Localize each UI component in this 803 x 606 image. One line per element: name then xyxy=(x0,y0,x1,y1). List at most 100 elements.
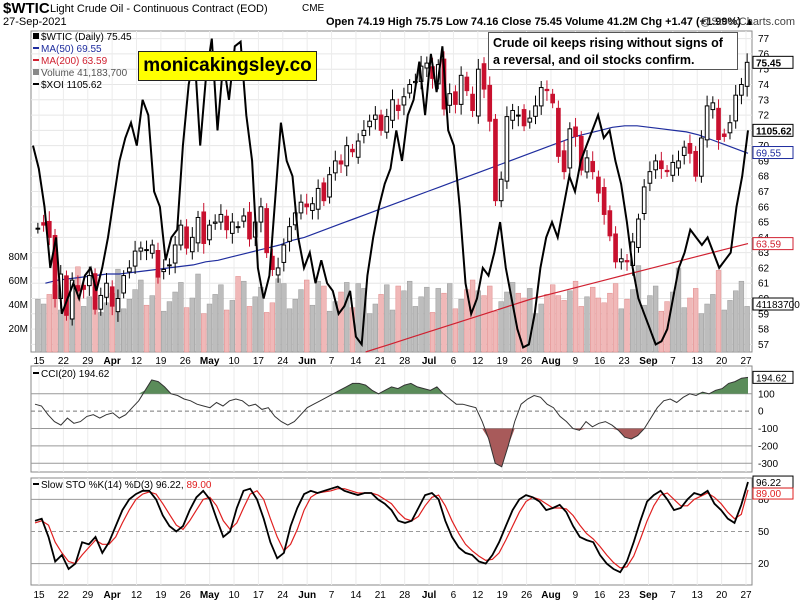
volume-bar xyxy=(670,291,676,353)
right-value-label: 75.45 xyxy=(756,58,781,69)
volume-bar xyxy=(418,296,424,353)
legend-ma200: MA(200) 63.59 xyxy=(33,56,132,68)
candle-body xyxy=(115,298,121,313)
candle-body xyxy=(590,161,596,173)
candle-body xyxy=(464,76,470,92)
candle-body xyxy=(624,260,630,263)
candle-body xyxy=(739,84,744,96)
x-tick-label-bottom: Jun xyxy=(298,590,316,601)
x-tick-label: 7 xyxy=(329,356,335,367)
volume-bar xyxy=(435,288,441,353)
volume-bar xyxy=(326,310,333,353)
price-y-tick-label: 65 xyxy=(758,218,770,229)
volume-bar xyxy=(98,312,104,353)
x-tick-label: 12 xyxy=(472,356,484,367)
ma200-line xyxy=(365,243,749,353)
candle-body xyxy=(498,178,504,202)
x-tick-label: 22 xyxy=(58,356,70,367)
x-tick-label-bottom: 23 xyxy=(619,590,631,601)
candle-body xyxy=(184,226,189,249)
candle-body xyxy=(144,249,149,252)
x-tick-label-bottom: 26 xyxy=(521,590,533,601)
volume-bar xyxy=(607,292,613,353)
volume-bar xyxy=(235,276,241,353)
volume-bar xyxy=(550,284,556,353)
candle-body xyxy=(447,93,453,106)
x-tick-label-bottom: 16 xyxy=(594,590,606,601)
candle-body xyxy=(121,275,126,294)
panel-frame-2 xyxy=(30,365,753,473)
candle-body xyxy=(338,160,344,165)
candle-body xyxy=(127,267,132,273)
volume-bar xyxy=(378,294,384,353)
volume-bar xyxy=(429,312,436,353)
volume-bar xyxy=(441,292,447,353)
volume-bar xyxy=(58,309,64,353)
volume-bar xyxy=(630,289,636,353)
volume-bar xyxy=(458,298,464,353)
candle-body xyxy=(201,211,207,244)
volume-bar xyxy=(75,266,81,353)
x-tick-label: 12 xyxy=(131,356,143,367)
candle-body xyxy=(567,128,573,169)
volume-bar xyxy=(395,285,401,353)
volume-bar xyxy=(538,303,544,353)
x-tick-label: 26 xyxy=(180,356,192,367)
volume-bar xyxy=(635,265,642,353)
volume-tick-label: 80M xyxy=(9,252,28,263)
candle-body xyxy=(167,264,172,267)
volume-bar xyxy=(504,291,510,353)
volume-bar xyxy=(201,313,207,353)
cci-value-box xyxy=(752,370,794,384)
volume-bar xyxy=(710,294,716,353)
candle-body xyxy=(733,94,739,122)
candle-body xyxy=(544,88,550,92)
volume-bar xyxy=(126,298,133,353)
candle-body xyxy=(373,114,378,120)
candle-body xyxy=(390,99,395,121)
x-tick-label: 17 xyxy=(253,356,265,367)
candle-body xyxy=(596,176,601,194)
candle-body xyxy=(504,116,510,182)
volume-bar xyxy=(40,303,47,353)
candle-body xyxy=(533,105,538,117)
sto-legend: Slow STO %K(14) %D(3) 96.22, 89.00 xyxy=(33,480,211,491)
candle-body xyxy=(704,105,710,141)
candle-body xyxy=(710,102,716,111)
candle-body xyxy=(636,218,641,248)
cci-oversold-fill xyxy=(482,428,645,467)
candle-body xyxy=(744,61,750,87)
candle-body xyxy=(659,160,664,170)
volume-bar xyxy=(132,289,138,353)
candle-body xyxy=(493,118,498,202)
volume-bar xyxy=(698,313,705,353)
candle-body xyxy=(716,107,721,141)
volume-bar xyxy=(452,308,459,353)
right-value-label: 41183700 xyxy=(756,300,800,311)
x-tick-label-bottom: 21 xyxy=(375,590,387,601)
candle-body xyxy=(487,84,493,122)
x-tick-label-bottom: 7 xyxy=(670,590,676,601)
volume-bar xyxy=(641,304,647,353)
volume-bar xyxy=(681,307,687,353)
volume-bar xyxy=(212,294,218,353)
candle-body xyxy=(350,148,355,153)
x-tick-label: 27 xyxy=(740,356,752,367)
x-tick-label-bottom: 26 xyxy=(180,590,192,601)
volume-tick-label: 20M xyxy=(9,324,28,335)
volume-bar xyxy=(704,303,710,353)
right-value-label: 63.59 xyxy=(756,240,781,251)
sto-legend-k-text: Slow STO %K(14) %D(3) 96.22, xyxy=(41,480,184,491)
x-tick-label-bottom: 14 xyxy=(350,590,362,601)
candle-body xyxy=(241,215,247,222)
candle-body xyxy=(87,275,92,287)
price-y-tick-label: 73 xyxy=(758,95,770,106)
price-y-tick-label: 77 xyxy=(758,34,770,45)
candle-body xyxy=(516,114,521,117)
volume-tick-label: 40M xyxy=(9,300,28,311)
cci-y-tick-label: -200 xyxy=(758,441,778,452)
right-value-box xyxy=(752,55,794,69)
cci-y-tick-label: -100 xyxy=(758,424,778,435)
sto-y-tick-label: 80 xyxy=(758,495,770,506)
candle-body xyxy=(304,203,310,208)
